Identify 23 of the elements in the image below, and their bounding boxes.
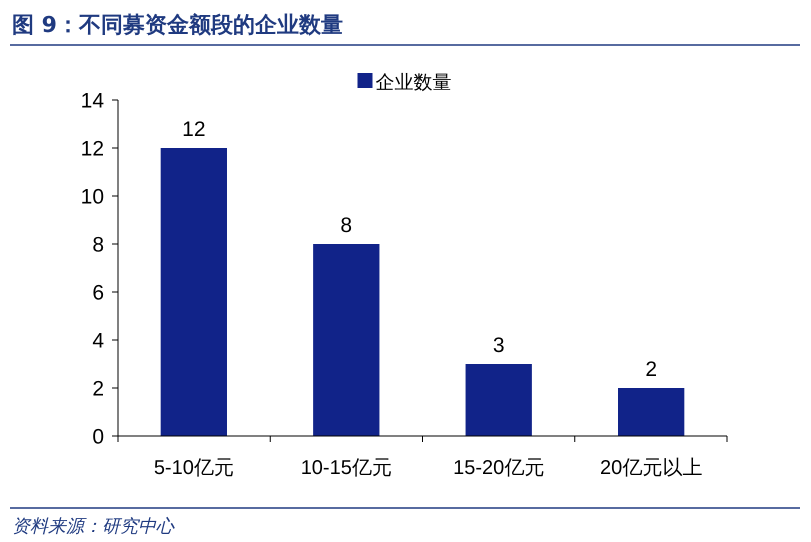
- y-tick-label: 10: [80, 185, 104, 208]
- bar: [466, 364, 532, 436]
- bar: [160, 148, 227, 436]
- chart-title: 图 9：不同募资金额段的企业数量: [12, 12, 343, 38]
- x-tick-label: 15-20亿元: [453, 457, 544, 479]
- y-tick-label: 12: [80, 137, 104, 160]
- y-tick-label: 2: [92, 377, 104, 400]
- y-tick-label: 0: [92, 425, 104, 448]
- x-tick-label: 5-10亿元: [154, 457, 234, 479]
- data-label: 12: [182, 118, 206, 141]
- x-tick-label: 10-15亿元: [300, 457, 392, 479]
- text: 资料来源：研究中心: [12, 516, 175, 536]
- data-label: 8: [340, 214, 352, 237]
- data-label: 3: [492, 334, 505, 357]
- y-tick-label: 14: [80, 89, 104, 112]
- legend-label: 企业数量: [376, 72, 452, 94]
- y-tick-label: 8: [92, 233, 104, 256]
- x-tick-label: 20亿元以上: [600, 457, 702, 479]
- data-label: 2: [645, 358, 658, 381]
- bar: [618, 388, 684, 436]
- y-tick-label: 4: [92, 329, 104, 352]
- bar: [313, 244, 380, 436]
- y-tick-label: 6: [92, 281, 104, 304]
